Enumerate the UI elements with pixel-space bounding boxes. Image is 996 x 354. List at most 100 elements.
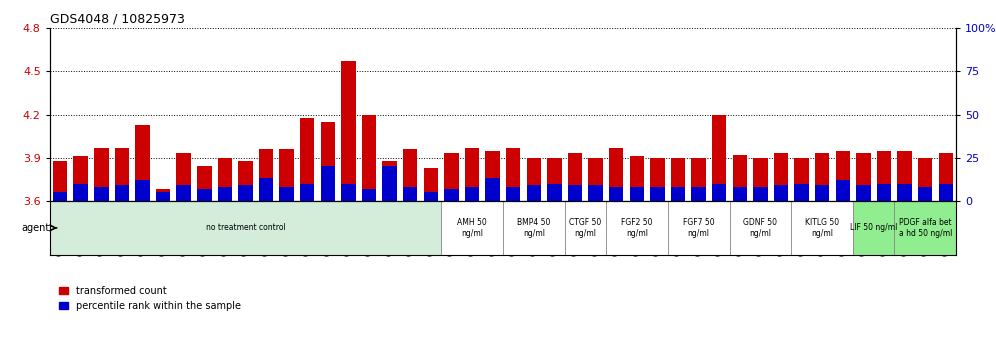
Bar [876, 184, 891, 201]
Text: GDNF 50
ng/ml: GDNF 50 ng/ml [743, 218, 778, 238]
Bar [547, 158, 562, 201]
Bar [938, 184, 953, 201]
FancyBboxPatch shape [667, 201, 729, 255]
Bar [918, 187, 932, 201]
Bar [197, 166, 211, 201]
FancyBboxPatch shape [792, 201, 854, 255]
Bar [897, 184, 912, 201]
Bar [362, 189, 376, 201]
Bar [280, 149, 294, 201]
Bar [876, 150, 891, 201]
Bar [94, 148, 109, 201]
Bar [218, 158, 232, 201]
Bar [465, 187, 479, 201]
Bar [342, 184, 356, 201]
FancyBboxPatch shape [50, 201, 441, 255]
Bar [733, 187, 747, 201]
Bar [650, 187, 664, 201]
Bar [753, 158, 768, 201]
FancyBboxPatch shape [894, 201, 956, 255]
Bar [774, 185, 788, 201]
Bar [115, 185, 129, 201]
Bar [547, 184, 562, 201]
Bar [423, 168, 438, 201]
Bar [342, 61, 356, 201]
Text: PDGF alfa bet
a hd 50 ng/ml: PDGF alfa bet a hd 50 ng/ml [898, 218, 952, 238]
Bar [857, 154, 871, 201]
Bar [321, 166, 335, 201]
Bar [176, 154, 191, 201]
Bar [589, 185, 603, 201]
Bar [897, 150, 912, 201]
Text: GDS4048 / 10825973: GDS4048 / 10825973 [50, 13, 184, 26]
Bar [382, 166, 396, 201]
Bar [156, 192, 170, 201]
Text: FGF7 50
ng/ml: FGF7 50 ng/ml [683, 218, 714, 238]
Bar [485, 150, 500, 201]
Bar [691, 158, 706, 201]
Bar [795, 184, 809, 201]
Bar [362, 115, 376, 201]
Bar [53, 192, 68, 201]
Bar [733, 155, 747, 201]
Bar [382, 161, 396, 201]
Bar [857, 185, 871, 201]
FancyBboxPatch shape [565, 201, 606, 255]
Text: LIF 50 ng/ml: LIF 50 ng/ml [850, 223, 897, 233]
FancyBboxPatch shape [441, 201, 503, 255]
Bar [836, 150, 850, 201]
Bar [444, 154, 459, 201]
Bar [650, 158, 664, 201]
Text: BMP4 50
ng/ml: BMP4 50 ng/ml [517, 218, 551, 238]
Bar [568, 185, 583, 201]
Bar [506, 187, 521, 201]
Bar [74, 184, 88, 201]
Bar [795, 158, 809, 201]
Bar [403, 187, 417, 201]
FancyBboxPatch shape [854, 201, 894, 255]
Text: CTGF 50
ng/ml: CTGF 50 ng/ml [570, 218, 602, 238]
FancyBboxPatch shape [729, 201, 792, 255]
Bar [527, 158, 541, 201]
Bar [610, 187, 623, 201]
Bar [712, 115, 726, 201]
Bar [774, 154, 788, 201]
Text: agent: agent [22, 223, 50, 233]
Bar [197, 189, 211, 201]
Bar [259, 149, 273, 201]
Bar [238, 185, 253, 201]
Bar [691, 187, 706, 201]
Text: FGF2 50
ng/ml: FGF2 50 ng/ml [622, 218, 652, 238]
Bar [753, 187, 768, 201]
Bar [506, 148, 521, 201]
Bar [815, 154, 830, 201]
Bar [610, 148, 623, 201]
Bar [403, 149, 417, 201]
Bar [629, 156, 644, 201]
Bar [115, 148, 129, 201]
Bar [321, 122, 335, 201]
Bar [589, 158, 603, 201]
Bar [156, 189, 170, 201]
Text: no treatment control: no treatment control [205, 223, 286, 233]
Bar [423, 192, 438, 201]
Bar [918, 158, 932, 201]
Bar [815, 185, 830, 201]
Bar [485, 178, 500, 201]
Bar [94, 187, 109, 201]
Bar [671, 158, 685, 201]
Text: AMH 50
ng/ml: AMH 50 ng/ml [457, 218, 487, 238]
Bar [135, 180, 149, 201]
Bar [280, 187, 294, 201]
Bar [836, 180, 850, 201]
Bar [629, 187, 644, 201]
Bar [568, 154, 583, 201]
Bar [527, 185, 541, 201]
Bar [218, 187, 232, 201]
Bar [444, 189, 459, 201]
Text: KITLG 50
ng/ml: KITLG 50 ng/ml [805, 218, 840, 238]
Bar [300, 184, 315, 201]
FancyBboxPatch shape [503, 201, 565, 255]
Bar [300, 118, 315, 201]
Bar [53, 161, 68, 201]
